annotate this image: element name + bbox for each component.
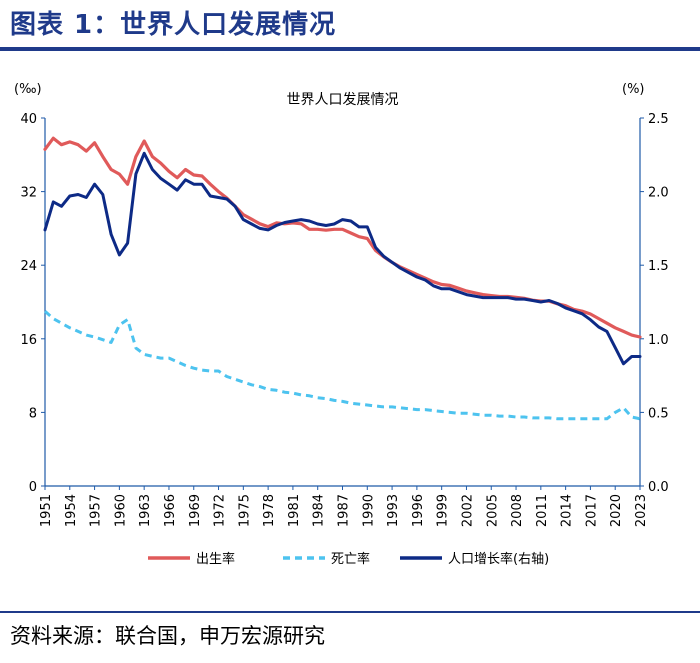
x-tick-label: 1954: [64, 494, 79, 527]
left-tick-label: 40: [20, 112, 37, 127]
figure-title: 图表 1：世界人口发展情况: [10, 10, 337, 40]
x-tick-label: 1987: [337, 494, 352, 527]
footer-divider: [0, 611, 700, 613]
chart-axes: 世界人口发展情况 (‰) (%) 0 8 16 24 32 40 0.0 0.5 1.0 1.5 2.0 2…: [14, 82, 669, 527]
population-chart: 世界人口发展情况 (‰) (%) 0 8 16 24 32 40 0.0 0.5 1.0 1.5 2.0 2…: [14, 82, 669, 567]
right-tick-label: 2.5: [648, 112, 669, 127]
legend-label-1: 死亡率: [331, 551, 370, 567]
x-tick-label: 1960: [113, 494, 128, 527]
right-tick-label: 1.0: [648, 333, 669, 348]
legend-label-2: 人口增长率(右轴): [448, 551, 549, 567]
left-tick-label: 8: [29, 406, 37, 421]
right-tick-label: 0.0: [648, 480, 669, 495]
series-line-2: [43, 151, 642, 366]
right-axis-unit: (%): [622, 82, 645, 97]
right-tick-label: 2.0: [648, 186, 669, 201]
left-axis-unit: (‰): [14, 82, 42, 97]
series-line-0: [43, 136, 642, 339]
x-tick-label: 1978: [262, 494, 277, 527]
x-tick-label: 2008: [510, 494, 525, 527]
right-tick-label: 0.5: [648, 406, 669, 421]
left-tick-label: 0: [29, 480, 37, 495]
x-tick-label: 2005: [485, 494, 500, 527]
x-tick-label: 1972: [213, 494, 228, 527]
left-tick-label: 32: [20, 186, 37, 201]
x-tick-label: 1990: [361, 494, 376, 527]
source-note: 资料来源：联合国，申万宏源研究: [10, 624, 325, 648]
series-line-1: [44, 310, 641, 421]
x-tick-label: 1999: [436, 494, 451, 527]
x-tick-label: 2020: [609, 494, 624, 527]
left-tick-label: 24: [20, 259, 37, 274]
legend-label-0: 出生率: [196, 551, 235, 567]
x-tick-label: 2002: [460, 494, 475, 527]
x-tick-label: 1993: [386, 494, 401, 527]
title-divider: [0, 47, 700, 51]
right-tick-label: 1.5: [648, 259, 669, 274]
x-tick-label: 1951: [39, 494, 54, 527]
x-tick-label: 1966: [163, 494, 178, 527]
chart-marks: [43, 136, 642, 421]
x-tick-label: 1975: [237, 494, 252, 527]
x-tick-label: 1981: [287, 494, 302, 527]
x-tick-label: 2014: [560, 494, 575, 527]
chart-legend: 出生率 死亡率 人口增长率(右轴): [148, 551, 549, 567]
x-tick-label: 1963: [138, 494, 153, 527]
x-tick-label: 1969: [188, 494, 203, 527]
x-tick-label: 2011: [535, 494, 550, 527]
left-tick-label: 16: [20, 333, 37, 348]
x-tick-label: 2023: [634, 494, 649, 527]
chart-title: 世界人口发展情况: [287, 92, 399, 108]
x-tick-label: 1984: [312, 494, 327, 527]
x-tick-label: 1996: [411, 494, 426, 527]
x-tick-label: 2017: [584, 494, 599, 527]
x-tick-label: 1957: [89, 494, 104, 527]
